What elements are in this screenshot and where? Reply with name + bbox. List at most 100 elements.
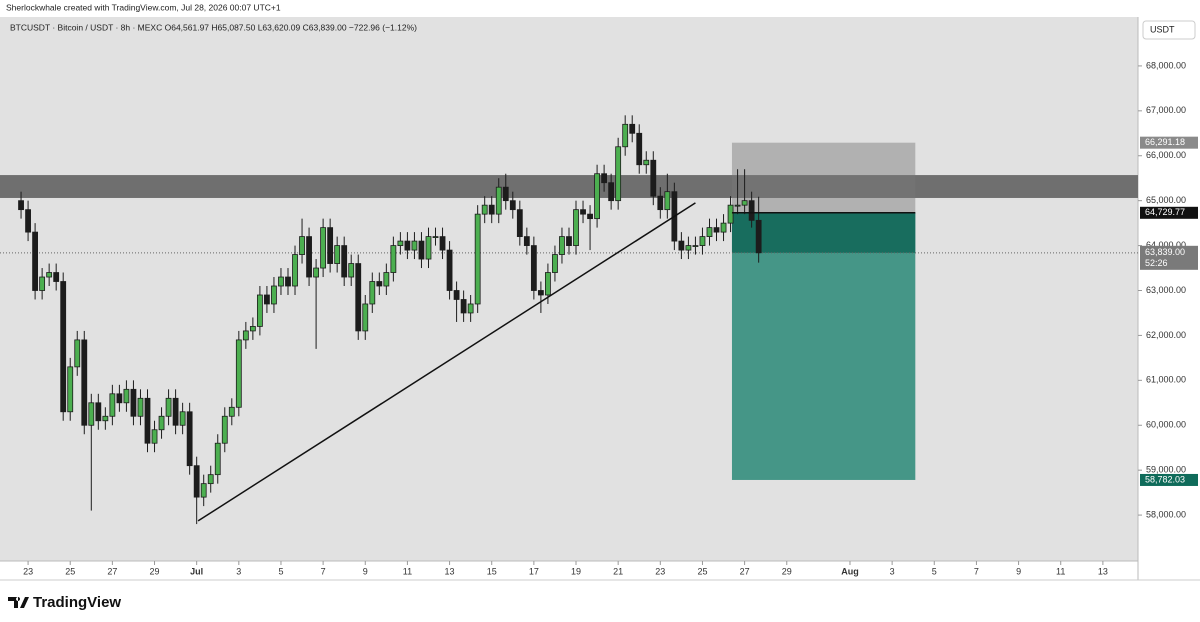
candle-body <box>228 406 235 417</box>
candle-body <box>123 388 130 404</box>
candle-body <box>481 204 488 215</box>
candle-body <box>425 236 432 260</box>
candle-body <box>299 236 305 255</box>
x-tick-label: 29 <box>150 566 160 576</box>
x-tick-label: 27 <box>740 566 750 576</box>
countdown: 52:26 <box>1145 258 1168 268</box>
currency-button[interactable] <box>1142 20 1196 40</box>
candle-body <box>615 146 622 202</box>
x-tick-label: 5 <box>932 566 937 576</box>
candle-body <box>116 393 123 404</box>
candle-body <box>313 267 319 278</box>
candle-body <box>566 236 572 246</box>
candle-body <box>664 191 671 211</box>
candle-body <box>109 393 116 417</box>
x-tick-label: 27 <box>107 566 117 576</box>
candle-body <box>720 222 727 233</box>
candle-body <box>165 397 172 417</box>
candle-body <box>397 240 404 246</box>
y-tick-label: 64,000.00 <box>1146 240 1186 250</box>
candle-body <box>636 132 643 166</box>
candle-body <box>685 245 692 251</box>
x-tick-label: Aug <box>841 566 859 576</box>
plot-area <box>0 17 1138 561</box>
candle-body <box>692 245 699 247</box>
candle-body <box>404 240 411 251</box>
candle-body <box>256 294 263 327</box>
y-tick-label: 58,000.00 <box>1146 509 1186 519</box>
brand-name: TradingView <box>33 594 121 611</box>
x-tick-label: 23 <box>23 566 33 576</box>
price-tag-label: 64,729.77 <box>1145 207 1185 217</box>
last-price-tag <box>1140 245 1198 270</box>
candle-body <box>221 415 228 444</box>
x-tick-label: 25 <box>697 566 707 576</box>
candle-body <box>179 411 186 426</box>
symbol-info: BTCUSDT · Bitcoin / USDT · 8h · MEXC O64… <box>10 22 417 32</box>
x-tick-label: 21 <box>613 566 623 576</box>
y-tick-label: 61,000.00 <box>1146 375 1186 385</box>
candle-body <box>432 236 439 239</box>
candle-body <box>657 195 664 211</box>
y-tick-label: 62,000.00 <box>1146 330 1186 340</box>
x-tick-label: 3 <box>236 566 241 576</box>
grid-layer <box>0 65 1142 565</box>
candle-body <box>411 240 418 251</box>
candle-body <box>741 200 748 206</box>
candle-body <box>158 415 165 431</box>
x-tick-label: 5 <box>278 566 283 576</box>
candle-body <box>439 236 446 251</box>
candle-body <box>552 254 558 273</box>
candle-body <box>102 415 109 422</box>
resistance-zone <box>0 175 1138 198</box>
y-tick-label: 65,000.00 <box>1146 195 1186 205</box>
candle-body <box>264 294 270 305</box>
candle-body <box>53 272 60 282</box>
x-tick-label: 15 <box>487 566 497 576</box>
x-tick-label: 9 <box>1016 566 1021 576</box>
candle-body <box>334 245 341 264</box>
candle-body <box>144 397 151 444</box>
candle-body <box>207 474 214 485</box>
candle-body <box>559 236 565 255</box>
candle-body <box>74 339 81 368</box>
candle-body <box>348 263 355 278</box>
candle-body <box>60 281 67 413</box>
trendline <box>197 202 696 522</box>
candle-body <box>137 397 144 417</box>
candle-body <box>516 209 523 237</box>
y-tick-label: 68,000.00 <box>1146 60 1186 70</box>
candle-body <box>249 326 256 332</box>
y-tick-label: 59,000.00 <box>1146 465 1186 475</box>
candle-body <box>474 213 481 305</box>
candle-body <box>172 397 179 426</box>
candle-body <box>67 366 74 413</box>
candle-body <box>460 299 467 314</box>
candle-body <box>81 339 88 426</box>
candle-body <box>748 200 755 221</box>
candle-body <box>88 402 95 426</box>
x-tick-label: 13 <box>1098 566 1108 576</box>
x-tick-label: 7 <box>321 566 326 576</box>
candle-body <box>130 388 137 417</box>
candle-body <box>362 303 369 332</box>
x-tick-label: 25 <box>65 566 75 576</box>
candle-layer <box>18 115 762 525</box>
candle-body <box>355 263 362 332</box>
price-tag <box>1140 206 1198 219</box>
x-tick-label: 11 <box>403 566 412 576</box>
annotation-layer <box>197 202 916 522</box>
candle-body <box>46 272 53 278</box>
candle-body <box>537 290 544 296</box>
candle-body <box>376 281 383 287</box>
y-tick-label: 66,000.00 <box>1146 150 1186 160</box>
candle-body <box>734 204 741 207</box>
chart-title: Sherlockwhale created with TradingView.c… <box>6 2 281 12</box>
candle-body <box>706 227 713 238</box>
last-price-label: 63,839.00 <box>1145 247 1185 257</box>
candle-body <box>523 236 530 246</box>
candle-body <box>306 236 312 278</box>
x-tick-label: Jul <box>190 566 203 576</box>
candle-body <box>271 285 277 305</box>
